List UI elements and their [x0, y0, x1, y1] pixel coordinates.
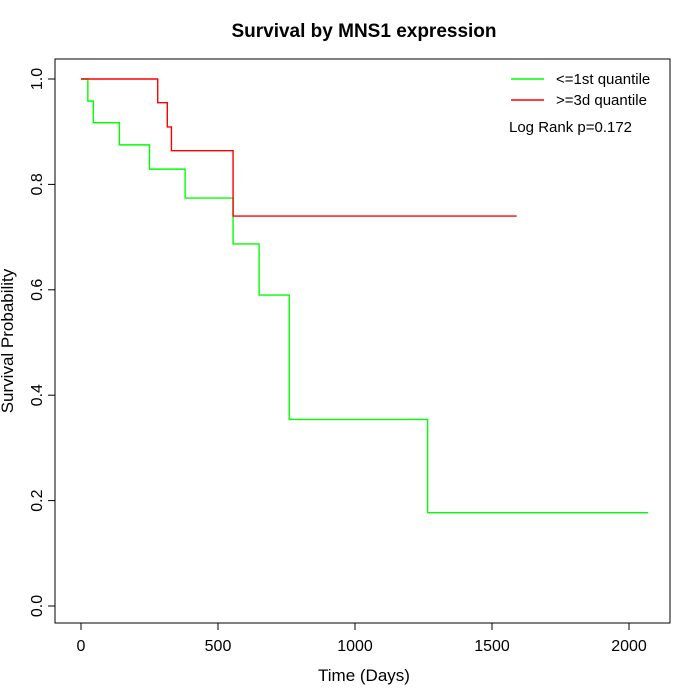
legend-label-1: <=1st quantile: [556, 71, 650, 88]
plot-frame: [54, 58, 671, 624]
y-axis-label: Survival Probability: [0, 268, 17, 413]
series-line-2: [81, 78, 517, 217]
y-tick-label: 1.0: [29, 68, 46, 90]
x-axis: 0 500 1000 1500 2000: [77, 622, 647, 655]
x-tick-label: 0: [77, 638, 86, 655]
x-tick-label: 2000: [611, 638, 647, 655]
chart-title: Survival by MNS1 expression: [231, 21, 496, 42]
x-tick-label: 1000: [337, 638, 373, 655]
series-layer: [81, 78, 649, 514]
y-axis: 0.0 0.2 0.4 0.6 0.8 1.0: [29, 68, 56, 617]
x-tick-label: 500: [205, 638, 232, 655]
y-tick-label: 0.2: [29, 489, 46, 511]
legend: <=1st quantile >=3d quantile: [511, 71, 650, 109]
x-axis-label: Time (Days): [318, 666, 410, 685]
series-line-1: [81, 78, 649, 514]
log-rank-annotation: Log Rank p=0.172: [509, 119, 632, 136]
y-tick-label: 0.8: [29, 173, 46, 195]
legend-label-2: >=3d quantile: [556, 92, 647, 109]
y-tick-label: 0.0: [29, 595, 46, 617]
x-tick-label: 1500: [474, 638, 510, 655]
y-tick-label: 0.4: [29, 384, 46, 406]
y-tick-label: 0.6: [29, 279, 46, 301]
